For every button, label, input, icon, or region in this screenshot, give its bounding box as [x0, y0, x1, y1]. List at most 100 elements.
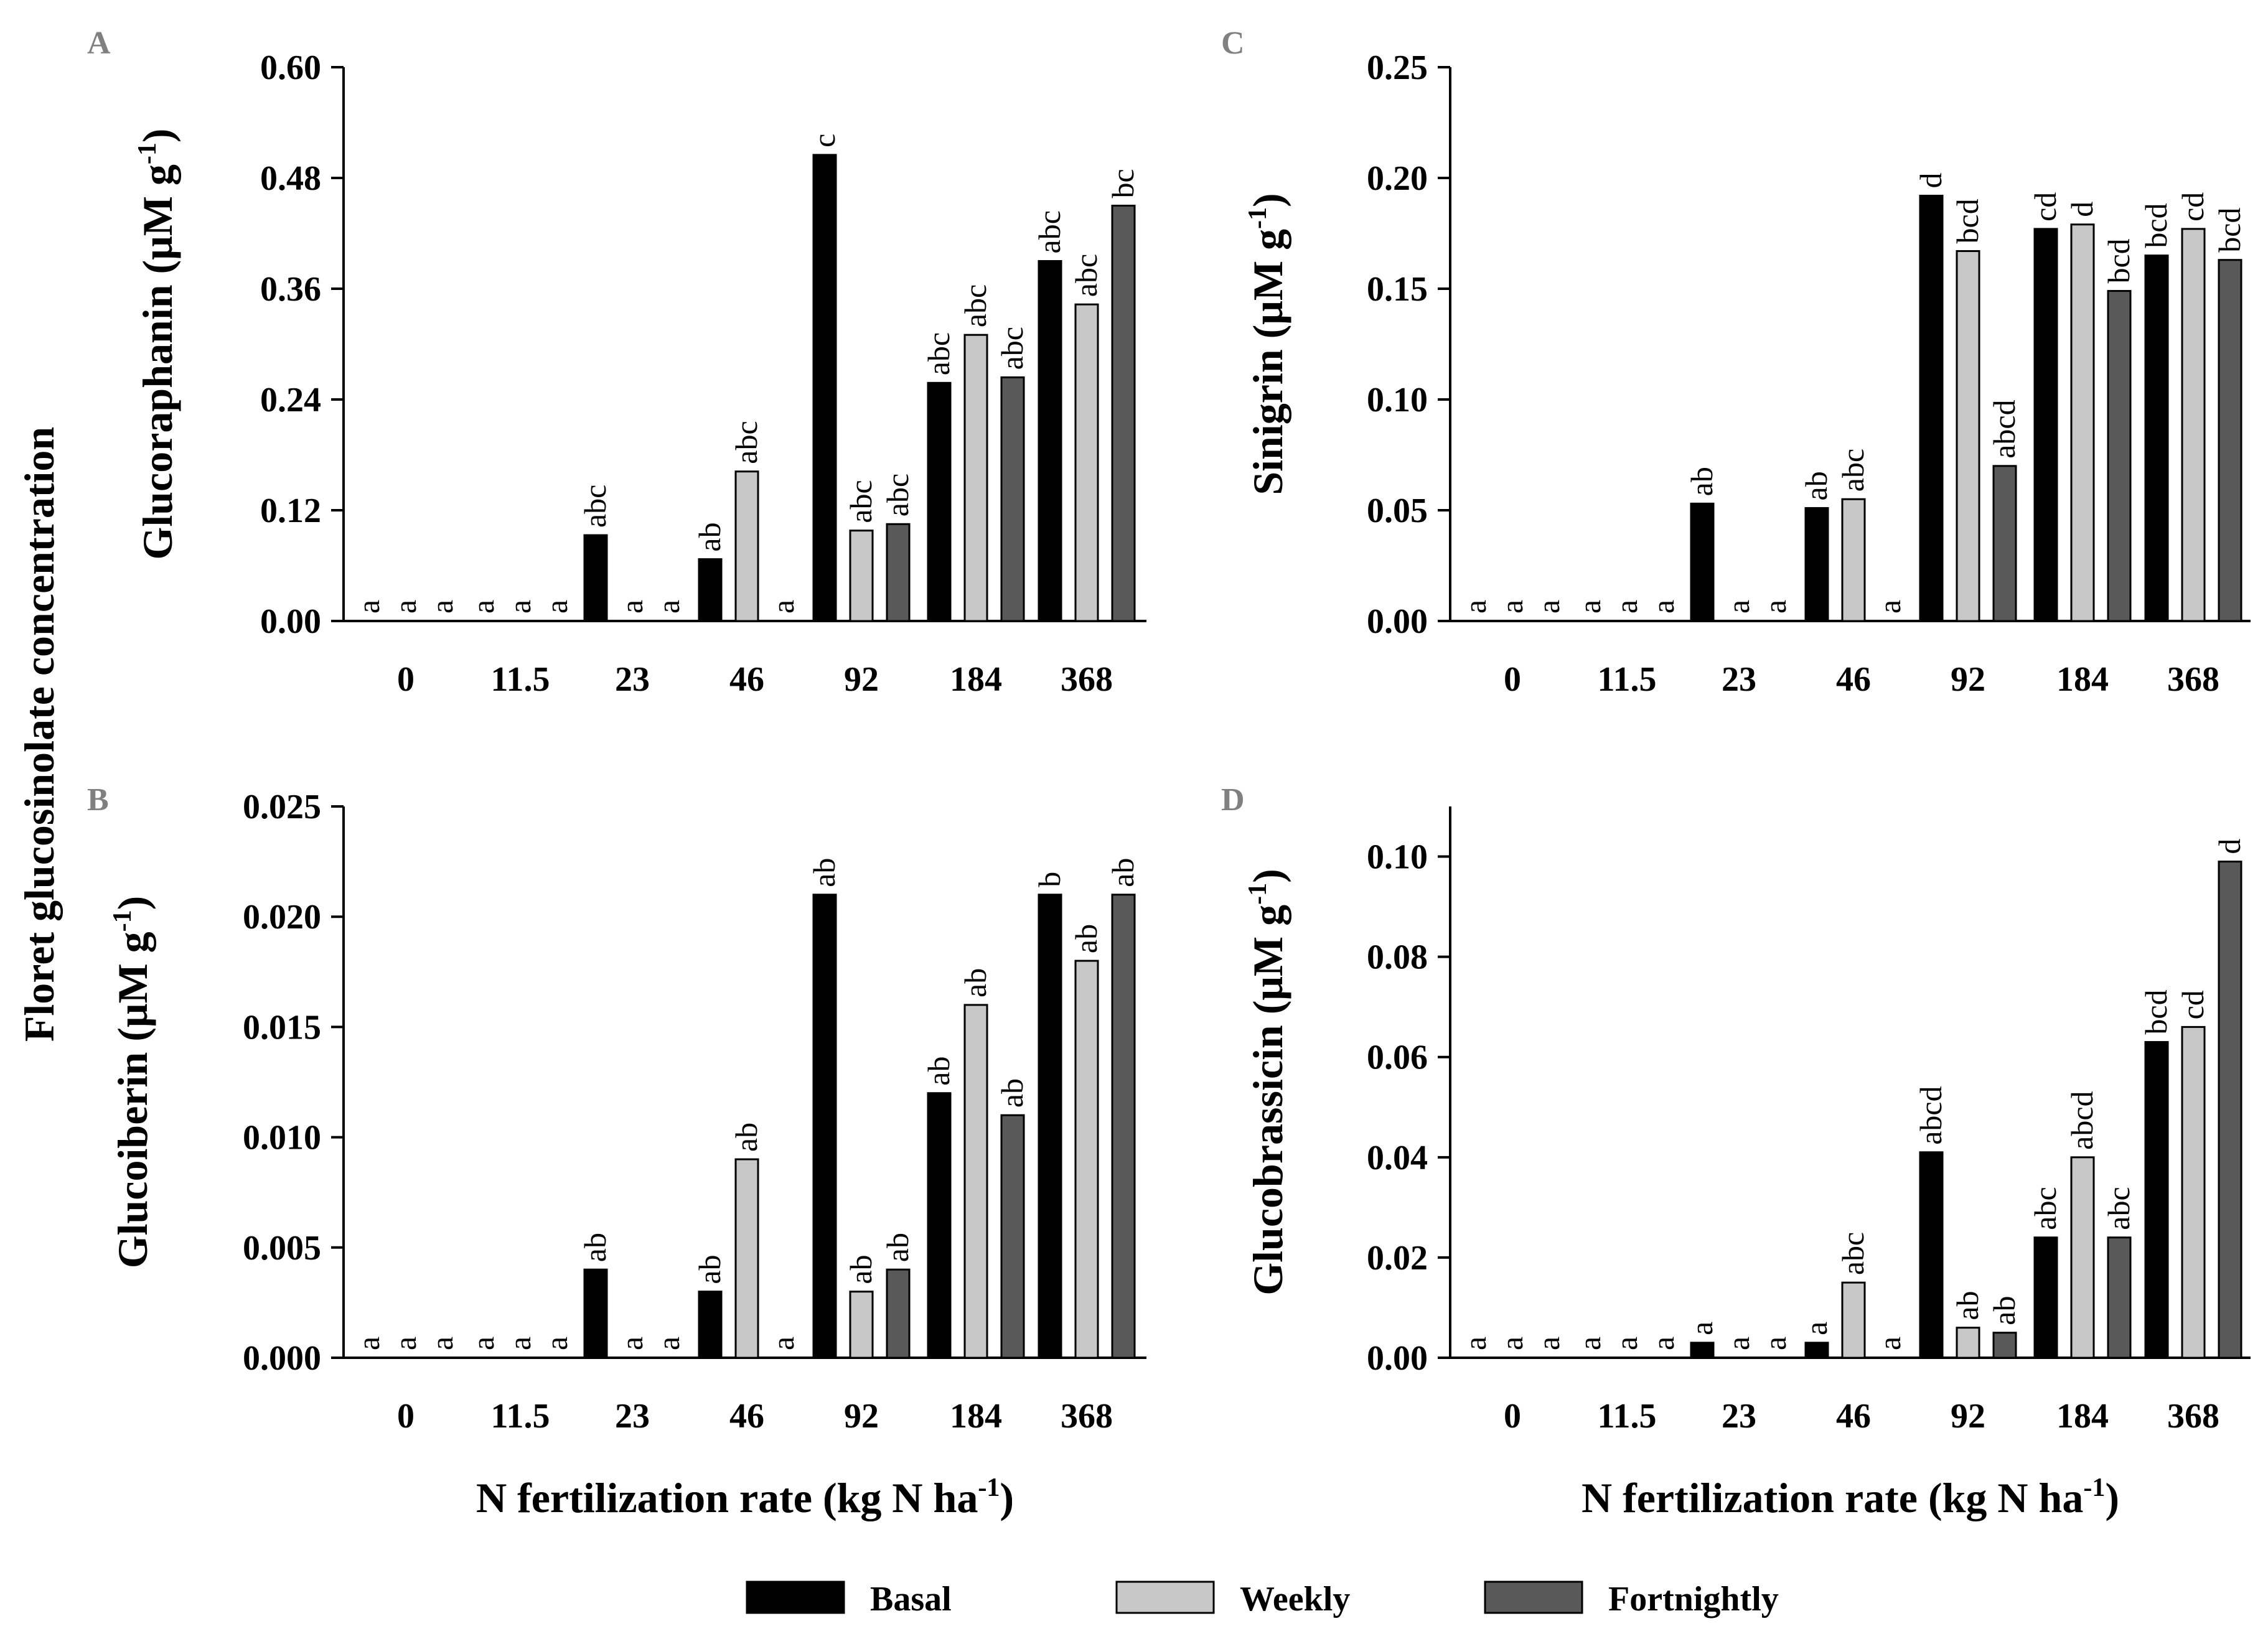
x-tick-label: 184: [950, 660, 1002, 699]
bar-basal: [1919, 1151, 1944, 1359]
x-tick-label: 46: [1836, 1397, 1871, 1436]
bar-significance-label: a: [1758, 600, 1792, 614]
bar-fortnightly: [2107, 1236, 2132, 1359]
y-axis-label: Glucoraphanin (μM g-1): [133, 128, 181, 559]
x-tick-label: 184: [2056, 1397, 2109, 1436]
y-tick-label: 0.025: [243, 788, 321, 826]
x-tick-label: 92: [844, 1397, 879, 1436]
bar-significance-label: abc: [880, 474, 915, 516]
bar-significance-label: d: [2064, 202, 2099, 217]
bar-weekly: [1074, 303, 1099, 622]
bar-significance-label: ab: [1987, 1296, 2022, 1325]
x-tick-label: 0: [397, 1397, 415, 1436]
bar-fortnightly: [1000, 1114, 1025, 1359]
bar-significance-label: a: [1646, 1337, 1680, 1350]
bar-significance-label: ab: [1684, 467, 1719, 496]
bar-significance-label: cd: [2028, 192, 2063, 222]
y-tick-label: 0.36: [260, 270, 321, 309]
x-tick-label: 0: [1504, 1397, 1521, 1436]
bar-significance-label: a: [539, 1337, 574, 1350]
bar-significance-label: abc: [2028, 1187, 2063, 1230]
y-axis-label: Sinigrin (μM g-1): [1244, 193, 1291, 495]
bar-significance-label: abc: [729, 421, 764, 464]
bar-basal: [2144, 1041, 2169, 1359]
bar-basal: [583, 534, 608, 622]
bar-basal: [698, 1291, 723, 1359]
panel-letter: C: [1221, 26, 1245, 61]
bar-weekly: [1841, 498, 1866, 622]
legend-item-basal: Basal: [746, 1580, 952, 1618]
bar-significance-label: a: [502, 1337, 537, 1350]
bar-significance-label: ab: [1069, 924, 1104, 953]
bar-significance-label: abcd: [2064, 1091, 2099, 1149]
x-axis-label: N fertilization rate (kg N ha-1): [476, 1474, 1014, 1521]
bar-significance-label: a: [1572, 600, 1607, 614]
x-tick-label: 368: [1061, 660, 1113, 699]
bar-basal: [2033, 228, 2058, 622]
bar-significance-label: bcd: [2139, 989, 2173, 1034]
bar-weekly: [2070, 1156, 2095, 1359]
bar-significance-label: abc: [1069, 254, 1104, 297]
bar-fortnightly: [1000, 376, 1025, 622]
legend-swatch: [746, 1581, 845, 1614]
x-tick-label: 23: [1722, 660, 1756, 699]
bar-significance-label: cd: [2175, 192, 2210, 222]
bar-significance-label: a: [614, 1337, 649, 1350]
bar-weekly: [1956, 1327, 1980, 1359]
shared-y-axis-label: Floret glucosinolate concentration: [16, 427, 63, 1042]
bar-significance-label: ab: [921, 1057, 956, 1086]
bar-significance-label: a: [1721, 1337, 1756, 1350]
bar-significance-label: ab: [995, 1078, 1029, 1108]
bar-significance-label: abc: [1032, 210, 1067, 253]
bar-significance-label: bcd: [2139, 203, 2173, 248]
bar-basal: [1919, 194, 1944, 622]
chart-panels: A 0.00 0.12 0.24 0.36 0.48 0.60 Glucoraphanin (…: [87, 26, 2251, 1521]
bar-significance-label: ab: [578, 1233, 612, 1262]
bar-significance-label: abc: [578, 485, 612, 528]
y-tick-label: 0.15: [1367, 270, 1428, 309]
legend-item-weekly: Weekly: [1115, 1580, 1350, 1618]
legend-label: Fortnightly: [1608, 1580, 1779, 1618]
bar-significance-label: a: [1572, 1337, 1607, 1350]
bar-fortnightly: [886, 523, 911, 622]
bar-fortnightly: [1111, 894, 1136, 1359]
y-tick-label: 0.06: [1367, 1039, 1428, 1077]
y-tick-label: 0.08: [1367, 938, 1428, 977]
bar-significance-label: abc: [921, 332, 956, 375]
x-tick-label: 0: [1504, 660, 1521, 699]
bar-basal: [1038, 894, 1062, 1359]
y-tick-label: 0.00: [1367, 1339, 1428, 1378]
bar-significance-label: ab: [729, 1123, 764, 1152]
bar-significance-label: abc: [995, 327, 1029, 370]
bar-basal: [2144, 255, 2169, 622]
bar-significance-label: abc: [843, 480, 878, 523]
y-axis-label: Glucoiberin (μM g-1): [108, 896, 156, 1269]
legend-label: Weekly: [1240, 1580, 1350, 1618]
bar-fortnightly: [2107, 290, 2132, 622]
bar-significance-label: abc: [1835, 449, 1870, 492]
bar-basal: [927, 1092, 952, 1359]
bar-weekly: [1956, 250, 1980, 622]
bar-significance-label: a: [766, 600, 800, 614]
panel-letter: D: [1221, 782, 1245, 818]
x-tick-label: 23: [1722, 1397, 1756, 1436]
bar-significance-label: a: [502, 600, 537, 614]
panel-c: C 0.00 0.05 0.10 0.15 0.20 0.25 Sinigrin (μM g-…: [1221, 26, 2251, 699]
x-tick-label: 11.5: [491, 660, 550, 699]
bar-weekly: [849, 1291, 874, 1359]
legend-item-fortnightly: Fortnightly: [1484, 1580, 1779, 1618]
y-tick-label: 0.60: [260, 49, 321, 87]
bar-significance-label: b: [1032, 872, 1067, 887]
x-axis-label: N fertilization rate (kg N ha-1): [476, 1474, 1014, 1521]
y-tick-label: 0.015: [243, 1008, 321, 1047]
y-tick-label: 0.20: [1367, 159, 1428, 198]
bar-significance-label: a: [1721, 600, 1756, 614]
bar-significance-label: a: [1799, 1322, 1834, 1335]
bar-weekly: [963, 1004, 988, 1359]
y-tick-label: 0.00: [260, 602, 321, 641]
bar-significance-label: ab: [807, 858, 841, 887]
bar-weekly: [2181, 228, 2206, 622]
bar-weekly: [2070, 223, 2095, 622]
bar-weekly: [849, 530, 874, 622]
bar-significance-label: abcd: [1913, 1086, 1948, 1144]
